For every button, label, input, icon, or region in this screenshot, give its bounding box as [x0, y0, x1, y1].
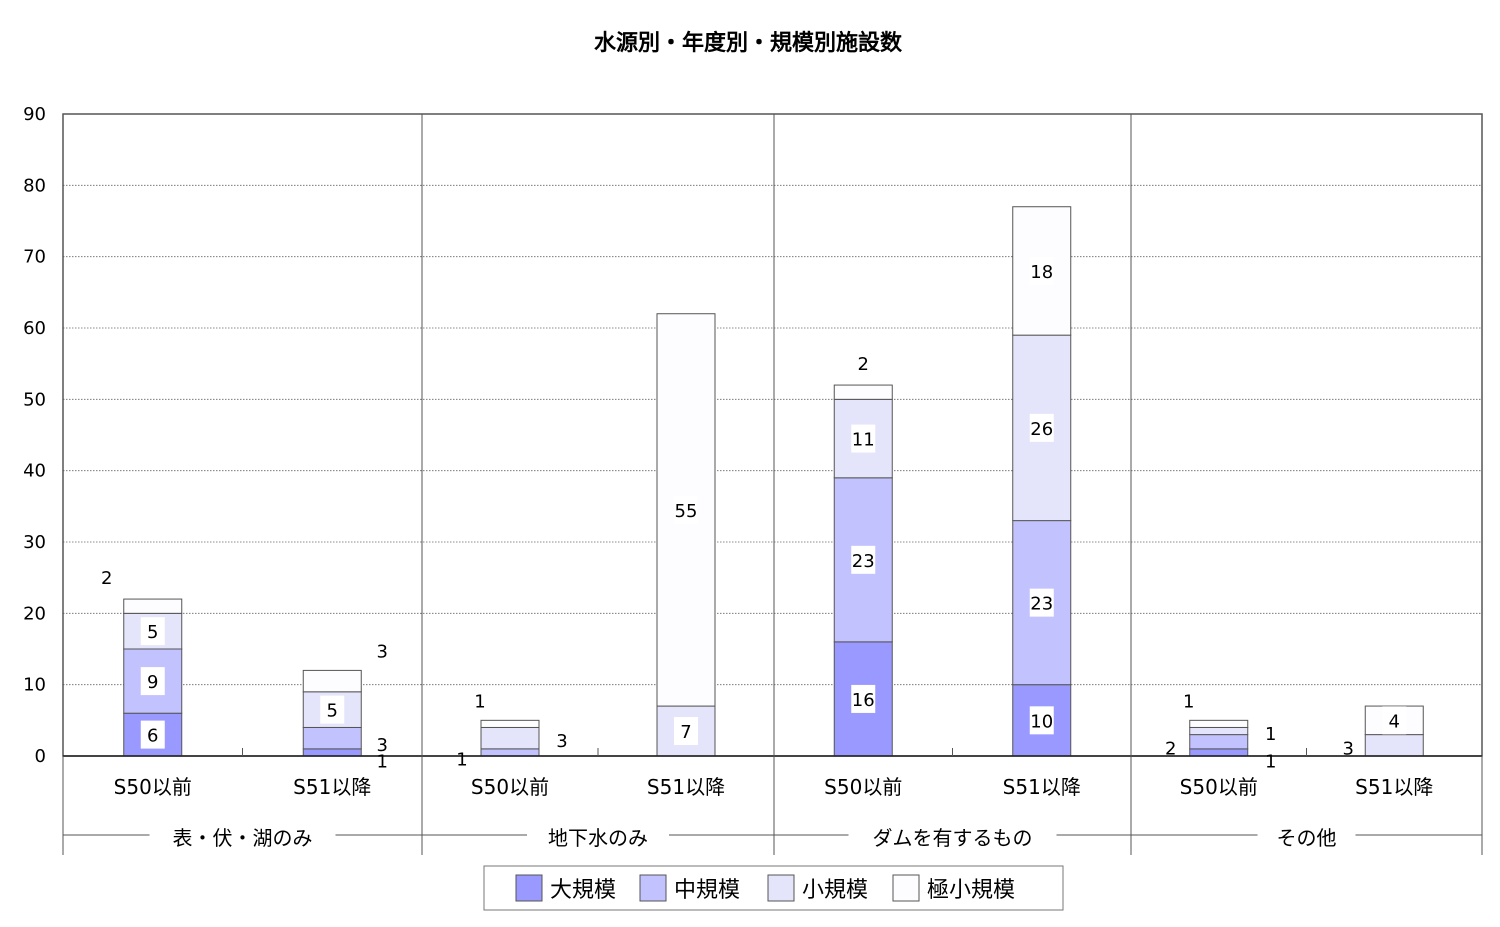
data-label: 1: [1183, 691, 1194, 712]
data-label-box: [1029, 706, 1054, 735]
data-label-box: [140, 720, 165, 749]
axes: 0 10 20 30 40 50 60 70 80 90 S50以前 S51以降 S50以前 S51以降 S…: [23, 104, 1483, 855]
bar-segment: [123, 598, 183, 614]
data-label: 9: [147, 672, 158, 693]
data-label-box: [1029, 256, 1054, 285]
data-label-box: [851, 545, 876, 574]
data-label: 11: [852, 430, 875, 451]
data-label: 23: [852, 551, 875, 572]
legend-swatch: [515, 874, 543, 902]
data-label: 1: [377, 751, 388, 772]
data-label: 5: [327, 701, 338, 722]
bar-segment: [1189, 719, 1249, 728]
data-label: 26: [1030, 419, 1053, 440]
data-label: 3: [556, 731, 567, 752]
data-label-box: [320, 695, 345, 724]
data-label: 1: [1265, 751, 1276, 772]
legend-label: 小規模: [802, 878, 868, 903]
x-tick-label: S51以降: [1355, 775, 1433, 799]
x-tick-label: S51以降: [647, 775, 725, 799]
group-label: 地下水のみ: [548, 826, 648, 850]
chart-title: 水源別・年度別・規模別施設数: [594, 30, 903, 56]
legend: 大規模 中規模 小規模 極小規模: [483, 865, 1064, 911]
data-label: 7: [680, 722, 691, 743]
bar-segment: [1189, 726, 1249, 736]
data-label: 23: [1030, 594, 1053, 615]
data-label-box: [1029, 413, 1054, 442]
y-tick-label: 0: [35, 746, 46, 767]
x-tick-label: S50以前: [114, 775, 192, 799]
data-label: 2: [101, 568, 112, 589]
y-tick-label: 70: [23, 247, 46, 268]
bar-segment: [1364, 734, 1424, 757]
legend-label: 中規模: [674, 878, 740, 903]
data-label: 3: [377, 735, 388, 756]
data-label: 1: [1265, 724, 1276, 745]
bar-segment: [1189, 748, 1249, 757]
x-tick-label: S50以前: [824, 775, 902, 799]
y-tick-label: 10: [23, 675, 46, 696]
data-label-box: [851, 684, 876, 713]
bar-segment: [302, 748, 362, 757]
bar-segment: [1189, 734, 1249, 750]
legend-swatch: [767, 874, 795, 902]
x-tick-label: S50以前: [1180, 775, 1258, 799]
y-tick-label: 30: [23, 532, 46, 553]
data-label-box: [1382, 706, 1407, 735]
data-label: 3: [1343, 738, 1354, 759]
data-label: 1: [456, 749, 467, 770]
x-tick-label: S51以降: [293, 775, 371, 799]
data-label-box: [674, 717, 698, 746]
legend-swatch: [892, 874, 920, 902]
bar-segment: [302, 669, 362, 693]
x-tick-label: S50以前: [471, 775, 549, 799]
x-tick-label: S51以降: [1003, 775, 1081, 799]
bar-segment: [480, 719, 540, 728]
legend-label: 極小規模: [927, 878, 1015, 903]
y-tick-label: 50: [23, 389, 46, 410]
data-label: 6: [147, 726, 158, 747]
group-label: ダムを有するもの: [873, 826, 1033, 850]
data-label-box: [674, 495, 698, 524]
data-label-box: [140, 617, 165, 646]
plot-border: [62, 113, 1483, 757]
data-label: 3: [377, 641, 388, 662]
y-tick-label: 60: [23, 318, 46, 339]
y-tick-label: 20: [23, 603, 46, 624]
legend-swatch: [639, 874, 667, 902]
data-label: 10: [1030, 711, 1053, 732]
bar-segment: [833, 384, 893, 400]
data-label: 4: [1389, 711, 1400, 732]
y-tick-label: 90: [23, 104, 46, 125]
data-label-box: [1029, 588, 1054, 617]
data-label: 18: [1030, 262, 1053, 283]
data-label: 2: [1165, 739, 1176, 760]
bar-segment: [1012, 520, 1072, 686]
y-tick-label: 40: [23, 461, 46, 482]
data-label-box: [851, 424, 876, 453]
bar-segment: [480, 726, 540, 750]
bar-segment: [480, 748, 540, 757]
data-label: 1: [474, 691, 485, 712]
data-label: 55: [675, 501, 698, 522]
legend-label: 大規模: [550, 878, 616, 903]
gridlines: [63, 184, 1482, 686]
data-label: 5: [147, 622, 158, 643]
group-label: その他: [1277, 826, 1337, 850]
bar-segment: [302, 726, 362, 750]
group-label: 表・伏・湖のみ: [173, 826, 313, 850]
data-label-box: [140, 667, 165, 696]
data-label: 2: [858, 354, 869, 375]
data-label: 16: [852, 690, 875, 711]
y-tick-label: 80: [23, 175, 46, 196]
